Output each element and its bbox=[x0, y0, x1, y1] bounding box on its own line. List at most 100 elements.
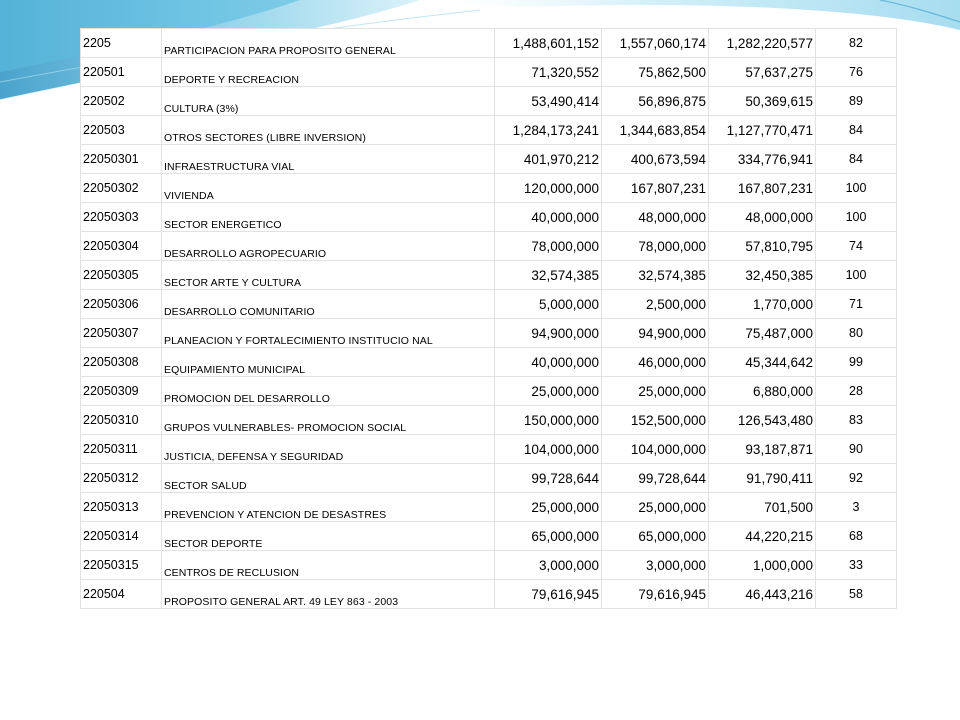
account-code-cell: 220501 bbox=[80, 57, 162, 87]
table-row: 22050304 DESARROLLO AGROPECUARIO 78,000,00… bbox=[80, 231, 897, 261]
execution-percent-cell: 71 bbox=[815, 289, 897, 319]
final-budget-cell: 400,673,594 bbox=[601, 144, 709, 174]
initial-budget-cell: 150,000,000 bbox=[494, 405, 602, 435]
execution-percent-cell: 92 bbox=[815, 463, 897, 493]
initial-budget-cell: 32,574,385 bbox=[494, 260, 602, 290]
initial-budget-cell: 40,000,000 bbox=[494, 202, 602, 232]
execution-percent-cell: 100 bbox=[815, 202, 897, 232]
executed-amount-cell: 91,790,411 bbox=[708, 463, 816, 493]
description-cell: SECTOR ARTE Y CULTURA bbox=[161, 260, 495, 290]
execution-percent-cell: 89 bbox=[815, 86, 897, 116]
budget-table: 2205 PARTICIPACION PARA PROPOSITO GENERAL… bbox=[80, 28, 897, 609]
table-row: 22050305 SECTOR ARTE Y CULTURA 32,574,385 3… bbox=[80, 260, 897, 290]
account-code-cell: 22050303 bbox=[80, 202, 162, 232]
final-budget-cell: 25,000,000 bbox=[601, 376, 709, 406]
description-cell: SECTOR ENERGETICO bbox=[161, 202, 495, 232]
table-row: 22050302 VIVIENDA 120,000,000 167,807,231 16… bbox=[80, 173, 897, 203]
table-row: 22050313 PREVENCION Y ATENCION DE DESASTR… bbox=[80, 492, 897, 522]
initial-budget-cell: 25,000,000 bbox=[494, 492, 602, 522]
table-row: 220504 PROPOSITO GENERAL ART. 49 LEY 863 … bbox=[80, 579, 897, 609]
execution-percent-cell: 28 bbox=[815, 376, 897, 406]
executed-amount-cell: 57,810,795 bbox=[708, 231, 816, 261]
initial-budget-cell: 5,000,000 bbox=[494, 289, 602, 319]
initial-budget-cell: 53,490,414 bbox=[494, 86, 602, 116]
final-budget-cell: 48,000,000 bbox=[601, 202, 709, 232]
executed-amount-cell: 167,807,231 bbox=[708, 173, 816, 203]
execution-percent-cell: 84 bbox=[815, 115, 897, 145]
final-budget-cell: 75,862,500 bbox=[601, 57, 709, 87]
final-budget-cell: 3,000,000 bbox=[601, 550, 709, 580]
description-cell: PROMOCION DEL DESARROLLO bbox=[161, 376, 495, 406]
budget-table-body: 2205 PARTICIPACION PARA PROPOSITO GENERAL… bbox=[80, 28, 897, 609]
executed-amount-cell: 1,000,000 bbox=[708, 550, 816, 580]
execution-percent-cell: 90 bbox=[815, 434, 897, 464]
description-cell: OTROS SECTORES (LIBRE INVERSION) bbox=[161, 115, 495, 145]
initial-budget-cell: 40,000,000 bbox=[494, 347, 602, 377]
description-cell: SECTOR DEPORTE bbox=[161, 521, 495, 551]
execution-percent-cell: 100 bbox=[815, 173, 897, 203]
execution-percent-cell: 3 bbox=[815, 492, 897, 522]
account-code-cell: 22050305 bbox=[80, 260, 162, 290]
account-code-cell: 22050312 bbox=[80, 463, 162, 493]
initial-budget-cell: 120,000,000 bbox=[494, 173, 602, 203]
description-cell: EQUIPAMIENTO MUNICIPAL bbox=[161, 347, 495, 377]
description-cell: PREVENCION Y ATENCION DE DESASTRES bbox=[161, 492, 495, 522]
table-row: 22050310 GRUPOS VULNERABLES- PROMOCION SO… bbox=[80, 405, 897, 435]
account-code-cell: 22050311 bbox=[80, 434, 162, 464]
right-swoosh-line bbox=[879, 0, 960, 23]
initial-budget-cell: 3,000,000 bbox=[494, 550, 602, 580]
final-budget-cell: 152,500,000 bbox=[601, 405, 709, 435]
execution-percent-cell: 82 bbox=[815, 28, 897, 58]
initial-budget-cell: 401,970,212 bbox=[494, 144, 602, 174]
account-code-cell: 220502 bbox=[80, 86, 162, 116]
description-cell: GRUPOS VULNERABLES- PROMOCION SOCIAL bbox=[161, 405, 495, 435]
table-row: 22050309 PROMOCION DEL DESARROLLO 25,000,0… bbox=[80, 376, 897, 406]
executed-amount-cell: 701,500 bbox=[708, 492, 816, 522]
account-code-cell: 22050301 bbox=[80, 144, 162, 174]
final-budget-cell: 65,000,000 bbox=[601, 521, 709, 551]
table-row: 22050306 DESARROLLO COMUNITARIO 5,000,000 2… bbox=[80, 289, 897, 319]
right-wave-shape bbox=[440, 0, 960, 30]
final-budget-cell: 46,000,000 bbox=[601, 347, 709, 377]
description-cell: CENTROS DE RECLUSION bbox=[161, 550, 495, 580]
executed-amount-cell: 1,770,000 bbox=[708, 289, 816, 319]
final-budget-cell: 104,000,000 bbox=[601, 434, 709, 464]
table-row: 220502 CULTURA (3%) 53,490,414 56,896,875 50… bbox=[80, 86, 897, 116]
executed-amount-cell: 45,344,642 bbox=[708, 347, 816, 377]
initial-budget-cell: 1,284,173,241 bbox=[494, 115, 602, 145]
account-code-cell: 22050308 bbox=[80, 347, 162, 377]
table-row: 22050314 SECTOR DEPORTE 65,000,000 65,000,0… bbox=[80, 521, 897, 551]
execution-percent-cell: 68 bbox=[815, 521, 897, 551]
account-code-cell: 22050315 bbox=[80, 550, 162, 580]
executed-amount-cell: 1,127,770,471 bbox=[708, 115, 816, 145]
description-cell: SECTOR SALUD bbox=[161, 463, 495, 493]
final-budget-cell: 94,900,000 bbox=[601, 318, 709, 348]
table-row: 22050315 CENTROS DE RECLUSION 3,000,000 3,0… bbox=[80, 550, 897, 580]
executed-amount-cell: 46,443,216 bbox=[708, 579, 816, 609]
executed-amount-cell: 75,487,000 bbox=[708, 318, 816, 348]
initial-budget-cell: 79,616,945 bbox=[494, 579, 602, 609]
account-code-cell: 22050313 bbox=[80, 492, 162, 522]
account-code-cell: 220504 bbox=[80, 579, 162, 609]
description-cell: DESARROLLO COMUNITARIO bbox=[161, 289, 495, 319]
initial-budget-cell: 65,000,000 bbox=[494, 521, 602, 551]
execution-percent-cell: 33 bbox=[815, 550, 897, 580]
final-budget-cell: 32,574,385 bbox=[601, 260, 709, 290]
execution-percent-cell: 99 bbox=[815, 347, 897, 377]
account-code-cell: 22050307 bbox=[80, 318, 162, 348]
account-code-cell: 22050310 bbox=[80, 405, 162, 435]
executed-amount-cell: 126,543,480 bbox=[708, 405, 816, 435]
description-cell: PROPOSITO GENERAL ART. 49 LEY 863 - 2003 bbox=[161, 579, 495, 609]
final-budget-cell: 167,807,231 bbox=[601, 173, 709, 203]
initial-budget-cell: 1,488,601,152 bbox=[494, 28, 602, 58]
execution-percent-cell: 84 bbox=[815, 144, 897, 174]
table-row: 2205 PARTICIPACION PARA PROPOSITO GENERAL… bbox=[80, 28, 897, 58]
executed-amount-cell: 48,000,000 bbox=[708, 202, 816, 232]
execution-percent-cell: 100 bbox=[815, 260, 897, 290]
initial-budget-cell: 71,320,552 bbox=[494, 57, 602, 87]
final-budget-cell: 2,500,000 bbox=[601, 289, 709, 319]
account-code-cell: 22050314 bbox=[80, 521, 162, 551]
description-cell: VIVIENDA bbox=[161, 173, 495, 203]
executed-amount-cell: 44,220,215 bbox=[708, 521, 816, 551]
description-cell: PARTICIPACION PARA PROPOSITO GENERAL bbox=[161, 28, 495, 58]
